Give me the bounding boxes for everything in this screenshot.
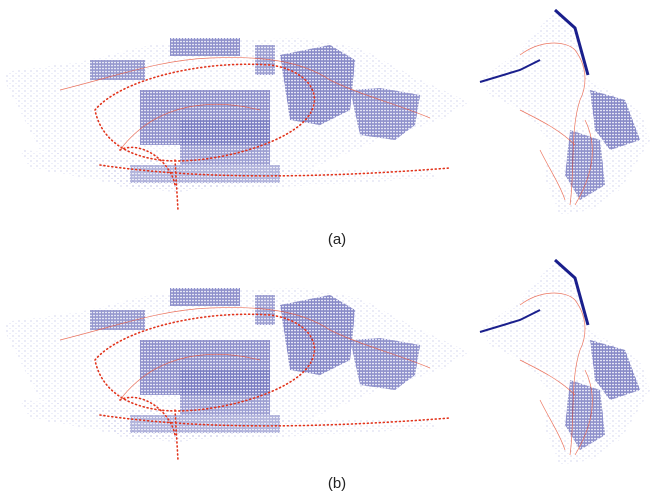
panel-label: (a) <box>328 231 346 248</box>
point-cloud-a <box>5 10 650 215</box>
figure: (a) (b) <box>0 0 660 491</box>
point-cloud-b <box>5 260 650 465</box>
panel-label: (b) <box>328 475 346 491</box>
